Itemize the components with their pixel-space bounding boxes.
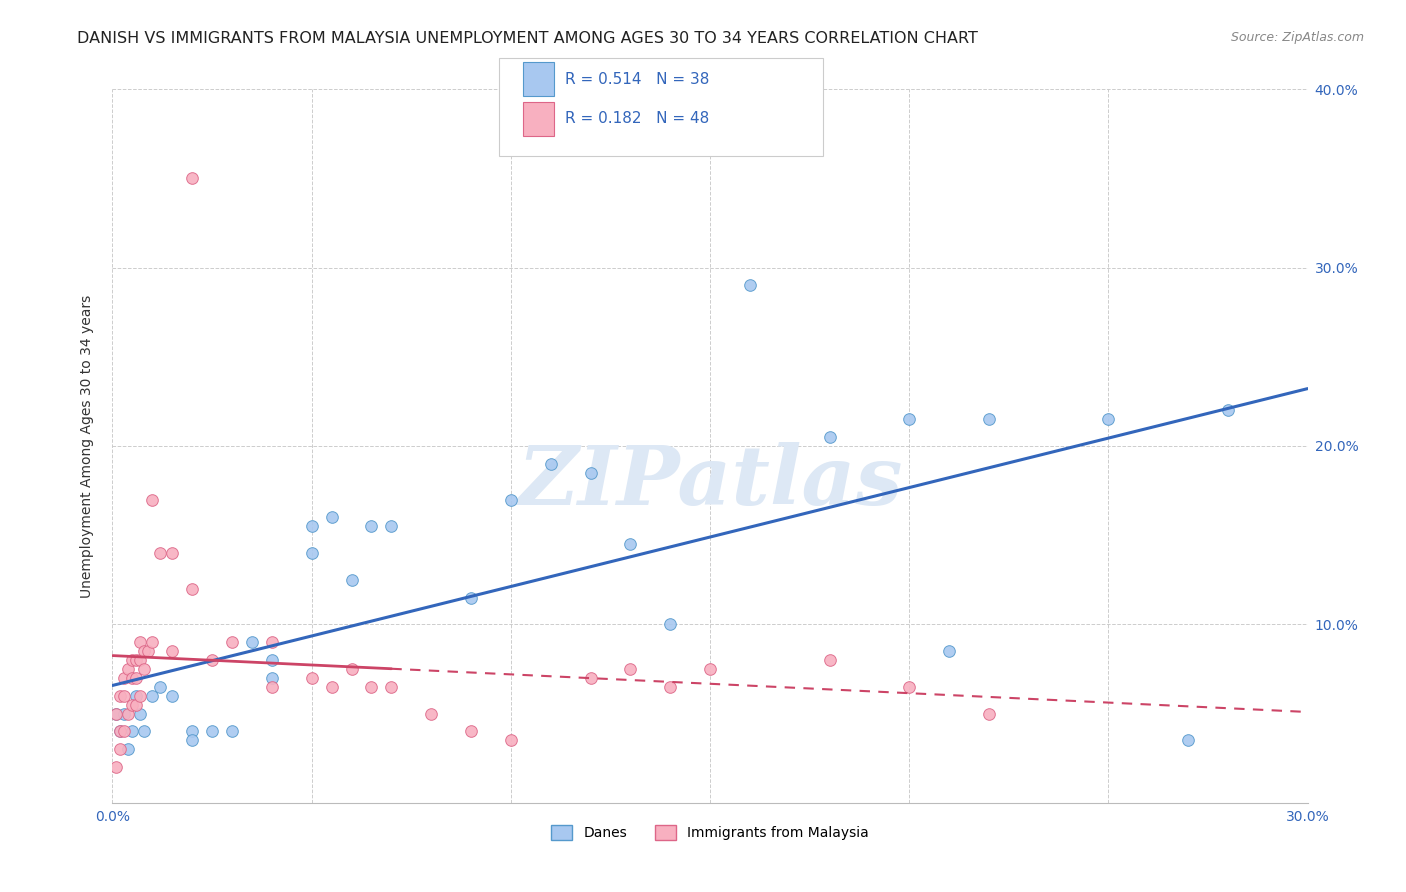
Point [301, 671, 323, 685]
Point [141, 492, 163, 507]
Text: ZIPatlas: ZIPatlas [517, 442, 903, 522]
Point [121, 653, 143, 667]
Text: R = 0.514   N = 38: R = 0.514 N = 38 [565, 72, 710, 87]
Point [129, 706, 152, 721]
Point [162, 689, 183, 703]
Point [125, 689, 148, 703]
Text: Source: ZipAtlas.com: Source: ZipAtlas.com [1230, 31, 1364, 45]
Point [360, 519, 382, 533]
Point [201, 653, 224, 667]
Point [181, 171, 204, 186]
Point [699, 662, 721, 676]
Point [977, 412, 1000, 426]
Point [579, 466, 602, 480]
Point [181, 724, 204, 739]
Point [380, 519, 402, 533]
Point [105, 760, 128, 774]
Point [818, 653, 841, 667]
Point [898, 412, 921, 426]
Point [240, 635, 263, 649]
Point [738, 278, 761, 293]
Point [340, 662, 363, 676]
Point [110, 689, 132, 703]
Point [134, 724, 156, 739]
Point [321, 680, 343, 694]
Point [221, 724, 243, 739]
Point [114, 689, 135, 703]
Point [114, 706, 135, 721]
Point [460, 724, 482, 739]
Point [221, 635, 243, 649]
Point [141, 635, 163, 649]
Point [499, 492, 522, 507]
Text: DANISH VS IMMIGRANTS FROM MALAYSIA UNEMPLOYMENT AMONG AGES 30 TO 34 YEARS CORREL: DANISH VS IMMIGRANTS FROM MALAYSIA UNEMP… [77, 31, 979, 46]
Point [129, 635, 152, 649]
Text: R = 0.182   N = 48: R = 0.182 N = 48 [565, 112, 710, 126]
Point [260, 635, 283, 649]
Point [129, 653, 152, 667]
Point [149, 546, 172, 560]
Point [114, 724, 135, 739]
Point [149, 680, 172, 694]
Point [977, 706, 1000, 721]
Point [420, 706, 443, 721]
Point [121, 724, 143, 739]
Point [340, 573, 363, 587]
Point [619, 537, 641, 551]
Point [1177, 733, 1199, 747]
Point [162, 644, 183, 658]
Point [129, 689, 152, 703]
Point [579, 671, 602, 685]
Point [1216, 403, 1239, 417]
Point [938, 644, 960, 658]
Point [134, 644, 156, 658]
Point [260, 653, 283, 667]
Point [301, 519, 323, 533]
Point [125, 653, 148, 667]
Point [117, 742, 139, 756]
Point [105, 706, 128, 721]
Point [181, 733, 204, 747]
Point [619, 662, 641, 676]
Point [110, 724, 132, 739]
Point [121, 671, 143, 685]
Point [260, 680, 283, 694]
Point [141, 689, 163, 703]
Point [460, 591, 482, 605]
Point [117, 662, 139, 676]
Point [818, 430, 841, 444]
Point [301, 546, 323, 560]
Point [121, 698, 143, 712]
Point [134, 662, 156, 676]
Point [659, 680, 682, 694]
Point [125, 698, 148, 712]
Point [201, 724, 224, 739]
Point [1097, 412, 1119, 426]
Point [125, 671, 148, 685]
Point [321, 510, 343, 524]
Y-axis label: Unemployment Among Ages 30 to 34 years: Unemployment Among Ages 30 to 34 years [80, 294, 94, 598]
Point [360, 680, 382, 694]
Point [181, 582, 204, 596]
Point [659, 617, 682, 632]
Point [540, 457, 562, 471]
Point [260, 671, 283, 685]
Point [898, 680, 921, 694]
Point [110, 724, 132, 739]
Point [162, 546, 183, 560]
Point [138, 644, 160, 658]
Point [114, 671, 135, 685]
Point [105, 706, 128, 721]
Point [110, 742, 132, 756]
Point [117, 706, 139, 721]
Point [499, 733, 522, 747]
Legend: Danes, Immigrants from Malaysia: Danes, Immigrants from Malaysia [546, 820, 875, 846]
Point [380, 680, 402, 694]
